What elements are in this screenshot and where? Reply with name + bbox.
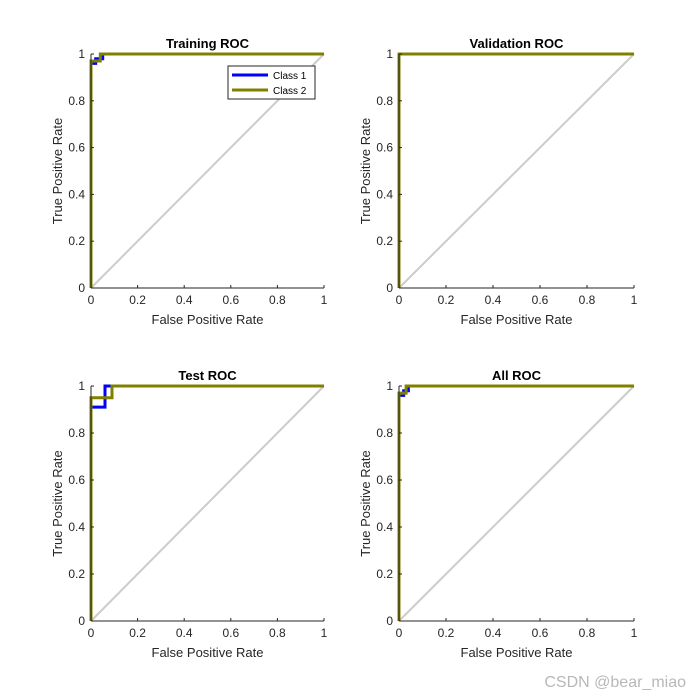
x-tick-label: 0.4 <box>485 626 502 640</box>
x-tick-label: 0.2 <box>129 293 146 307</box>
y-tick-label: 0.2 <box>376 567 393 581</box>
x-tick-label: 1 <box>321 293 328 307</box>
roc-panel-4: 0 0.2 0.4 0.6 0.8 1 0 0.2 0.4 0.6 0.8 1 All ROC False… <box>358 368 638 660</box>
legend-box <box>227 65 316 100</box>
diagonal-reference-line <box>90 385 325 622</box>
x-tick-label: 1 <box>321 626 328 640</box>
y-tick-label: 0 <box>78 281 85 295</box>
y-axis-label: True Positive Rate <box>50 118 65 224</box>
y-tick-label: 0.8 <box>68 94 85 108</box>
x-tick-label: 0 <box>88 626 95 640</box>
x-axis-label: False Positive Rate <box>461 312 573 327</box>
x-axis-label: False Positive Rate <box>461 645 573 660</box>
y-tick-label: 1 <box>386 379 393 393</box>
y-tick-label: 1 <box>78 47 85 61</box>
x-tick-label: 0 <box>88 293 95 307</box>
y-tick-label: 0.4 <box>68 520 85 534</box>
y-tick-label: 0 <box>78 614 85 628</box>
y-axis-label: True Positive Rate <box>50 450 65 556</box>
x-tick-label: 0.8 <box>269 293 286 307</box>
x-tick-label: 0.6 <box>532 293 549 307</box>
chart-title: All ROC <box>492 368 542 383</box>
y-tick-label: 0.6 <box>376 141 393 155</box>
y-tick-label: 0.8 <box>376 94 393 108</box>
diagonal-reference-line <box>398 385 635 622</box>
x-tick-label: 0.8 <box>579 293 596 307</box>
y-tick-label: 0.6 <box>376 473 393 487</box>
x-tick-label: 0.6 <box>532 626 549 640</box>
y-tick-label: 0.2 <box>68 567 85 581</box>
y-axis-label: True Positive Rate <box>358 118 373 224</box>
y-tick-label: 0.4 <box>68 187 85 201</box>
x-tick-label: 0.4 <box>485 293 502 307</box>
x-tick-label: 1 <box>631 626 638 640</box>
chart-title: Training ROC <box>166 36 250 51</box>
x-axis-label: False Positive Rate <box>152 645 264 660</box>
y-tick-label: 1 <box>78 379 85 393</box>
chart-title: Validation ROC <box>470 36 565 51</box>
legend-entry-label: Class 2 <box>273 86 307 97</box>
x-tick-label: 0.2 <box>438 626 455 640</box>
x-tick-label: 0.2 <box>438 293 455 307</box>
legend-entry-label: Class 1 <box>273 71 307 82</box>
y-axis-label: True Positive Rate <box>358 450 373 556</box>
x-tick-label: 0.2 <box>129 626 146 640</box>
legend: Class 1 Class 2 <box>227 65 316 100</box>
roc-panel-2: 0 0.2 0.4 0.6 0.8 1 0 0.2 0.4 0.6 0.8 1 Validation R… <box>358 36 638 327</box>
watermark-text: CSDN @bear_miao <box>544 674 686 691</box>
y-tick-label: 0.2 <box>376 234 393 248</box>
y-tick-label: 0.4 <box>376 520 393 534</box>
chart-title: Test ROC <box>178 368 237 383</box>
y-tick-label: 0.8 <box>68 426 85 440</box>
x-tick-label: 0.4 <box>176 293 193 307</box>
x-tick-label: 1 <box>631 293 638 307</box>
x-tick-label: 0.6 <box>222 626 239 640</box>
x-tick-label: 0.6 <box>222 293 239 307</box>
y-tick-label: 1 <box>386 47 393 61</box>
y-tick-label: 0.6 <box>68 473 85 487</box>
x-tick-label: 0 <box>396 293 403 307</box>
y-tick-label: 0 <box>386 614 393 628</box>
x-tick-label: 0.4 <box>176 626 193 640</box>
x-tick-label: 0 <box>396 626 403 640</box>
y-tick-label: 0 <box>386 281 393 295</box>
x-tick-label: 0.8 <box>579 626 596 640</box>
diagonal-reference-line <box>398 53 635 289</box>
y-tick-label: 0.2 <box>68 234 85 248</box>
y-tick-label: 0.6 <box>68 141 85 155</box>
x-tick-label: 0.8 <box>269 626 286 640</box>
y-tick-label: 0.8 <box>376 426 393 440</box>
y-tick-label: 0.4 <box>376 187 393 201</box>
roc-panel-3: 0 0.2 0.4 0.6 0.8 1 0 0.2 0.4 0.6 0.8 1 Test ROC Fals… <box>50 368 328 660</box>
roc-panel-1: 0 0.2 0.4 0.6 0.8 1 0 0.2 0.4 0.6 0.8 1 Training ROC… <box>50 36 328 327</box>
x-axis-label: False Positive Rate <box>152 312 264 327</box>
